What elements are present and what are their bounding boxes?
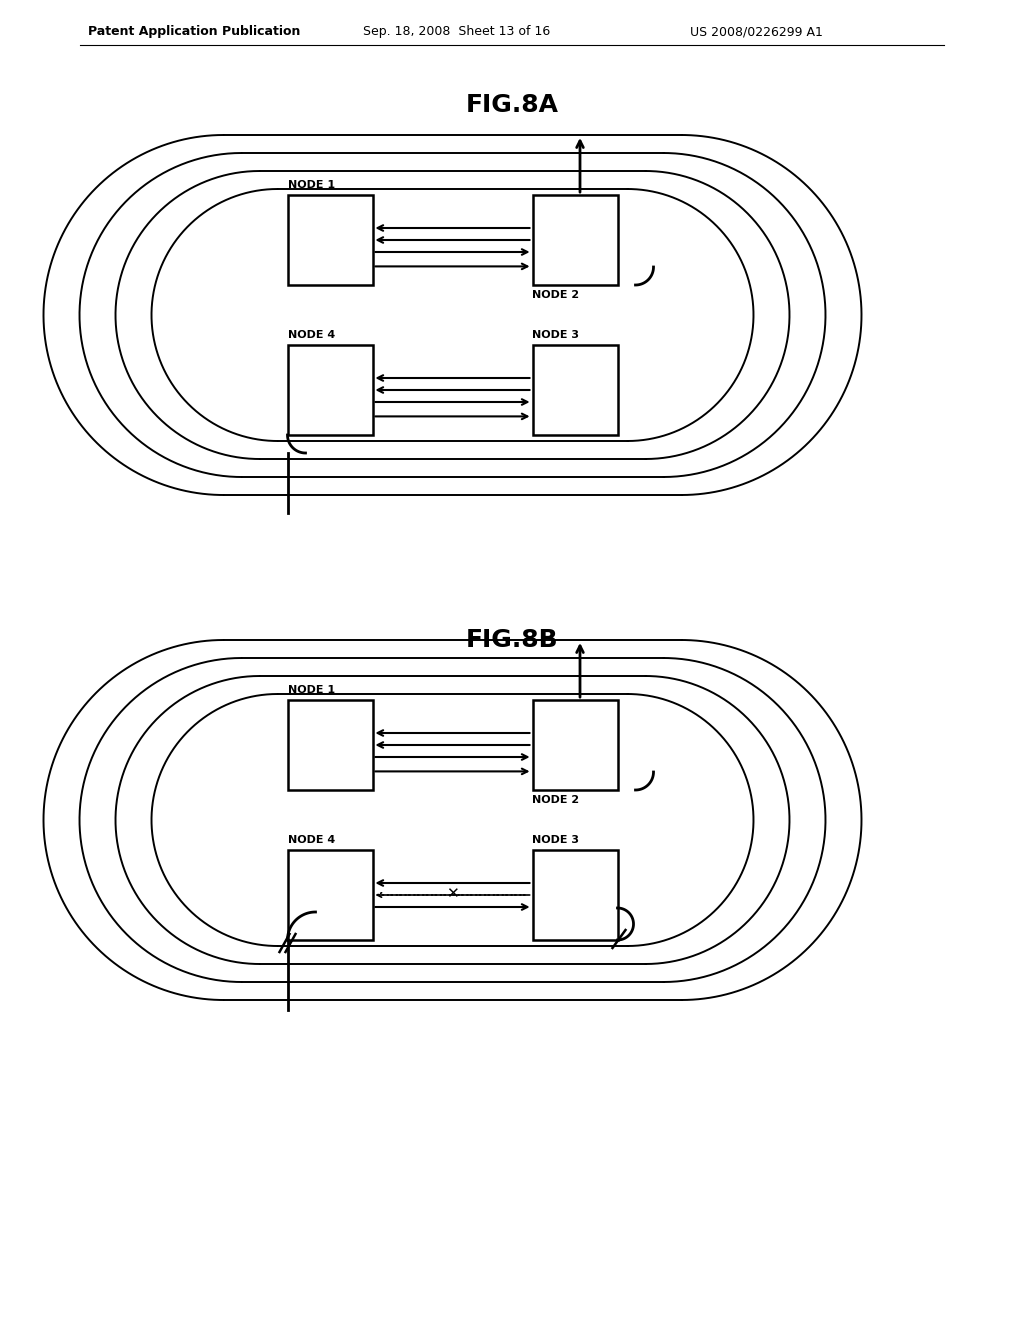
Text: NODE 4: NODE 4	[288, 330, 335, 341]
Text: FIG.8A: FIG.8A	[466, 92, 558, 117]
Text: NODE 2: NODE 2	[532, 290, 580, 300]
Bar	[532, 345, 617, 436]
Bar	[532, 850, 617, 940]
Bar	[288, 195, 373, 285]
Bar	[532, 195, 617, 285]
Text: US 2008/0226299 A1: US 2008/0226299 A1	[690, 25, 823, 38]
Text: NODE 3: NODE 3	[532, 330, 580, 341]
Text: Sep. 18, 2008  Sheet 13 of 16: Sep. 18, 2008 Sheet 13 of 16	[362, 25, 550, 38]
Bar	[288, 345, 373, 436]
Text: NODE 2: NODE 2	[532, 795, 580, 805]
Text: ✕: ✕	[446, 887, 459, 902]
Bar	[288, 700, 373, 789]
Bar	[532, 700, 617, 789]
Text: NODE 1: NODE 1	[288, 685, 335, 696]
Text: NODE 4: NODE 4	[288, 836, 335, 845]
Bar	[288, 850, 373, 940]
Text: Patent Application Publication: Patent Application Publication	[88, 25, 300, 38]
Text: NODE 1: NODE 1	[288, 180, 335, 190]
Text: FIG.8B: FIG.8B	[466, 628, 558, 652]
Text: NODE 3: NODE 3	[532, 836, 580, 845]
